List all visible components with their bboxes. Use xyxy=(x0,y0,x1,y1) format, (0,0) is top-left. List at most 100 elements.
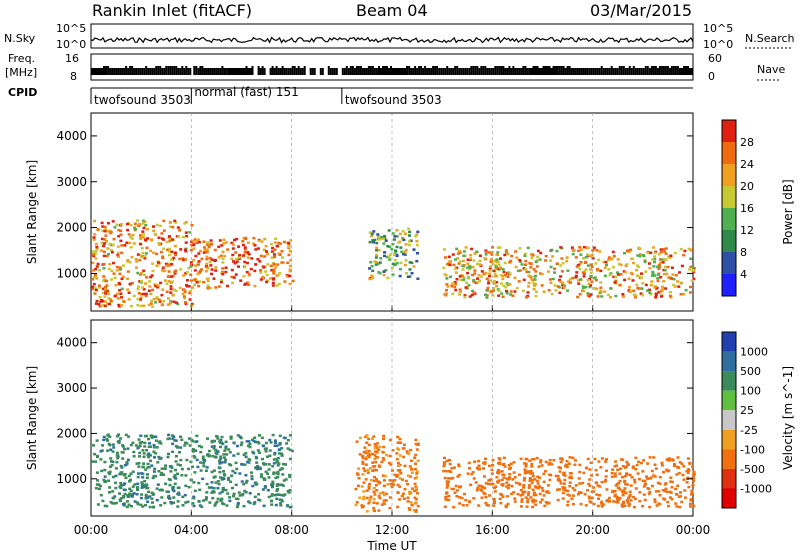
data-cell xyxy=(586,489,589,492)
data-cell xyxy=(577,492,580,496)
data-cell xyxy=(562,284,566,287)
data-cell xyxy=(528,479,532,482)
data-cell xyxy=(286,504,290,508)
data-cell xyxy=(391,483,395,486)
data-cell xyxy=(185,271,189,274)
data-cell xyxy=(447,480,450,483)
data-cell xyxy=(612,254,616,258)
data-cell xyxy=(278,443,282,446)
data-cell xyxy=(391,262,395,266)
freq-bar xyxy=(329,68,332,75)
data-cell xyxy=(613,489,617,493)
data-cell xyxy=(589,293,593,296)
data-cell xyxy=(95,245,99,249)
data-cell xyxy=(112,237,116,241)
data-cell xyxy=(676,280,680,283)
data-cell xyxy=(685,481,689,484)
data-cell xyxy=(231,247,235,250)
data-cell xyxy=(95,265,99,268)
data-cell xyxy=(390,248,394,251)
data-cell xyxy=(476,277,479,280)
data-cell xyxy=(147,445,151,448)
x-axis-label: Time UT xyxy=(366,539,417,553)
data-cell xyxy=(576,264,580,267)
data-cell xyxy=(158,488,162,492)
data-cell xyxy=(668,290,672,294)
data-cell xyxy=(568,278,572,281)
data-cell xyxy=(140,481,144,484)
freq-bar xyxy=(542,66,545,75)
data-cell xyxy=(192,243,196,247)
data-cell xyxy=(167,494,171,498)
data-cell xyxy=(95,471,99,474)
data-cell xyxy=(230,275,234,279)
data-cell xyxy=(91,250,95,253)
freq-bar xyxy=(251,66,254,75)
freq-bar xyxy=(438,68,441,75)
data-cell xyxy=(557,466,561,469)
data-cell xyxy=(104,279,108,283)
data-cell xyxy=(138,222,141,226)
data-cell xyxy=(507,283,511,286)
data-cell xyxy=(173,244,177,248)
data-cell xyxy=(173,474,177,477)
data-cell xyxy=(143,255,147,258)
data-cell xyxy=(621,465,625,468)
data-cell xyxy=(595,249,599,252)
data-cell xyxy=(216,450,220,453)
data-cell xyxy=(396,461,400,465)
data-cell xyxy=(127,233,131,236)
data-cell xyxy=(263,255,267,258)
data-cell xyxy=(443,505,447,508)
data-cell xyxy=(235,505,239,509)
data-cell xyxy=(447,477,451,480)
data-cell xyxy=(410,503,414,507)
data-cell xyxy=(142,455,146,458)
data-cell xyxy=(114,474,118,478)
data-cell xyxy=(198,488,202,492)
data-cell xyxy=(167,270,171,273)
data-cell xyxy=(137,438,141,441)
data-cell xyxy=(191,448,195,451)
data-cell xyxy=(533,278,537,281)
freq-bar xyxy=(590,68,593,75)
data-cell xyxy=(367,443,371,447)
data-cell xyxy=(110,278,114,281)
data-cell xyxy=(176,505,180,508)
data-cell xyxy=(281,473,285,476)
data-cell xyxy=(182,258,186,262)
freq-bar xyxy=(361,68,364,75)
data-cell xyxy=(161,256,165,260)
data-cell xyxy=(544,259,548,262)
data-cell xyxy=(122,496,126,499)
data-cell xyxy=(271,281,275,285)
data-cell xyxy=(623,479,627,483)
data-cell xyxy=(647,492,651,496)
data-cell xyxy=(171,280,174,283)
data-cell xyxy=(167,303,171,306)
data-cell xyxy=(492,269,496,273)
data-cell xyxy=(631,465,635,468)
data-cell xyxy=(628,473,632,477)
data-cell xyxy=(362,450,366,454)
data-cell xyxy=(102,275,106,278)
data-cell xyxy=(115,460,119,464)
data-cell xyxy=(370,274,374,277)
data-cell xyxy=(414,462,417,465)
data-cell xyxy=(500,282,504,285)
data-cell xyxy=(99,249,103,252)
data-cell xyxy=(199,450,203,454)
data-cell xyxy=(109,299,113,303)
y-tick-label: 3000 xyxy=(56,175,87,189)
data-cell xyxy=(102,438,106,442)
data-cell xyxy=(188,298,192,301)
data-cell xyxy=(258,260,262,263)
data-cell xyxy=(179,248,183,251)
data-cell xyxy=(604,460,608,463)
data-cell xyxy=(278,483,282,486)
data-cell xyxy=(512,461,516,464)
data-cell xyxy=(276,483,280,486)
data-cell xyxy=(679,495,682,498)
data-cell xyxy=(602,260,606,264)
data-cell xyxy=(613,281,617,284)
